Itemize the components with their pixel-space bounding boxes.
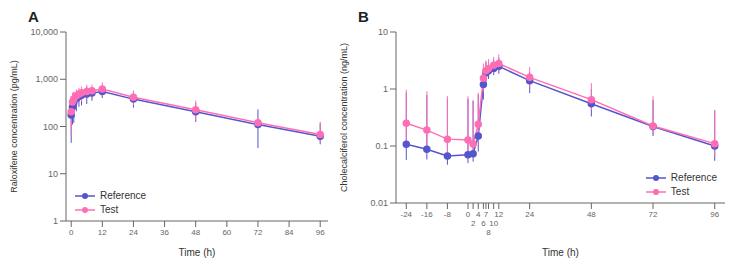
svg-text:24: 24: [525, 210, 534, 219]
svg-text:6: 6: [481, 219, 486, 228]
svg-text:12: 12: [494, 210, 503, 219]
svg-text:10: 10: [48, 169, 58, 179]
svg-text:0: 0: [466, 210, 471, 219]
svg-text:1: 1: [53, 216, 58, 226]
svg-text:60: 60: [222, 228, 231, 237]
svg-text:-8: -8: [444, 210, 452, 219]
svg-text:12: 12: [98, 228, 107, 237]
html-text:B: B: [358, 8, 369, 25]
svg-text:10: 10: [489, 219, 498, 228]
svg-text:72: 72: [254, 228, 263, 237]
svg-text:1: 1: [383, 84, 388, 94]
svg-text:10,000: 10,000: [30, 27, 58, 37]
svg-text:24: 24: [129, 228, 138, 237]
svg-text:-24: -24: [401, 210, 413, 219]
svg-text:Raloxifene concentration (pg/m: Raloxifene concentration (pg/mL): [9, 60, 19, 193]
svg-text:72: 72: [649, 210, 658, 219]
svg-text:48: 48: [191, 228, 200, 237]
svg-text:7: 7: [484, 210, 489, 219]
svg-text:Time (h): Time (h): [179, 247, 216, 258]
svg-text:0: 0: [69, 228, 74, 237]
svg-text:84: 84: [285, 228, 294, 237]
html-text:Test: Test: [670, 186, 690, 197]
svg-text:100: 100: [43, 122, 58, 132]
html-text:A: A: [28, 8, 39, 25]
html-text:Test: Test: [100, 204, 119, 215]
svg-text:10: 10: [378, 27, 388, 37]
svg-text:8: 8: [486, 228, 491, 237]
svg-text:1,000: 1,000: [35, 74, 58, 84]
svg-text:0.1: 0.1: [375, 141, 388, 151]
svg-text:Cholecalciferol concentration: Cholecalciferol concentration (ng/mL): [339, 43, 349, 192]
svg-text:0.01: 0.01: [370, 198, 388, 208]
svg-text:96: 96: [710, 210, 719, 219]
svg-text:2: 2: [471, 219, 476, 228]
html-text:Reference: Reference: [100, 190, 147, 201]
svg-text:Time (h): Time (h): [542, 247, 579, 258]
html-text:Reference: Reference: [670, 172, 717, 183]
svg-text:-16: -16: [421, 210, 433, 219]
svg-text:48: 48: [587, 210, 596, 219]
svg-text:36: 36: [160, 228, 169, 237]
svg-text:4: 4: [476, 210, 481, 219]
svg-text:96: 96: [316, 228, 325, 237]
